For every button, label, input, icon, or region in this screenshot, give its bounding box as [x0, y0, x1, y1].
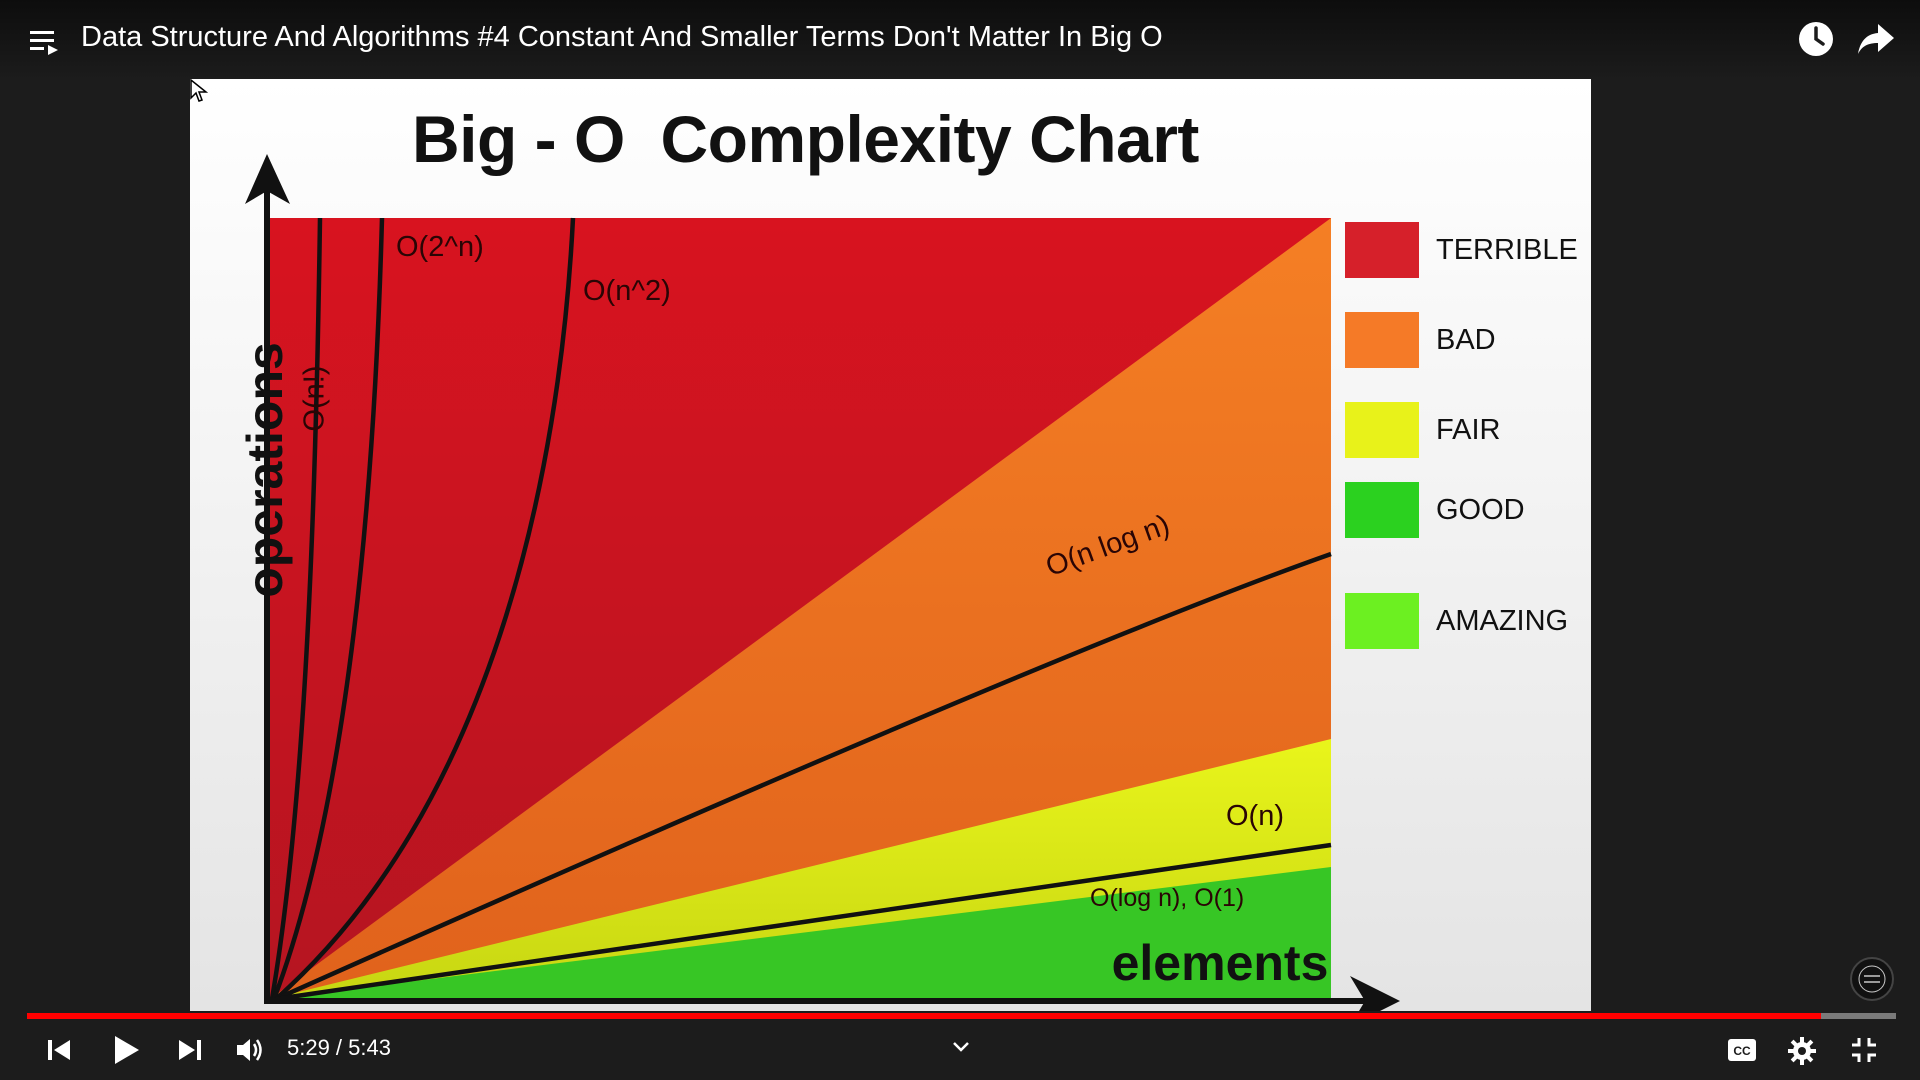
legend-label-good: GOOD [1436, 494, 1525, 526]
channel-watermark-icon[interactable] [1850, 957, 1894, 1001]
progress-bar[interactable] [27, 1013, 1896, 1019]
curve-quadratic [274, 217, 576, 1001]
settings-icon[interactable] [1787, 1036, 1817, 1066]
curve-nlogn [275, 551, 1332, 1002]
volume-icon[interactable] [235, 1036, 265, 1064]
video-frame[interactable]: Big - O Complexity Chart operations elem… [190, 79, 1591, 1011]
svg-text:CC: CC [1733, 1044, 1751, 1058]
chevron-down-icon[interactable] [951, 1040, 971, 1054]
legend-swatch-terrible [1345, 222, 1419, 278]
legend-item-terrible: TERRIBLE [1345, 222, 1591, 278]
clock-icon[interactable] [1797, 20, 1835, 58]
legend-label-bad: BAD [1436, 324, 1496, 356]
menu-icon[interactable] [28, 26, 60, 58]
legend-swatch-bad [1345, 312, 1419, 368]
captions-icon[interactable]: CC [1727, 1038, 1757, 1062]
chart-title: Big - O Complexity Chart [412, 102, 1199, 176]
legend-item-good: GOOD [1345, 482, 1591, 538]
time-display: 5:29 / 5:43 [287, 1035, 391, 1060]
legend-item-fair: FAIR [1345, 402, 1591, 458]
video-title[interactable]: Data Structure And Algorithms #4 Constan… [81, 21, 1163, 53]
curve-label-quadratic: O(n^2) [583, 275, 671, 307]
chart-plot [190, 79, 1591, 1011]
curve-linear [275, 842, 1332, 1002]
play-icon[interactable] [111, 1034, 141, 1066]
legend-swatch-good [1345, 482, 1419, 538]
curve-exponential [271, 217, 385, 1000]
channel-logo-icon [1858, 965, 1886, 993]
curve-label-exponential: O(2^n) [396, 231, 484, 263]
legend-label-amazing: AMAZING [1436, 605, 1569, 637]
video-top-bar: Data Structure And Algorithms #4 Constan… [0, 0, 1920, 80]
legend-item-amazing: AMAZING [1345, 593, 1591, 649]
legend-swatch-amazing [1345, 593, 1419, 649]
mouse-cursor-icon [190, 79, 208, 102]
y-axis-arrow [245, 154, 290, 204]
next-icon[interactable] [177, 1038, 203, 1062]
exit-fullscreen-icon[interactable] [1850, 1036, 1878, 1064]
curve-label-linear: O(n) [1226, 800, 1284, 832]
legend-label-terrible: TERRIBLE [1436, 234, 1578, 266]
legend-swatch-fair [1345, 402, 1419, 458]
y-axis-label: operations [237, 342, 293, 598]
curve-label-log-const: O(log n), O(1) [1090, 884, 1245, 912]
x-axis-label: elements [1111, 935, 1329, 991]
curve-factorial [269, 217, 323, 1000]
share-icon[interactable] [1856, 20, 1896, 58]
legend-item-bad: BAD [1345, 312, 1591, 368]
region-bad [270, 218, 1331, 999]
previous-icon[interactable] [46, 1038, 72, 1062]
progress-played [27, 1013, 1822, 1019]
x-axis-arrow [1350, 976, 1400, 1011]
legend-label-fair: FAIR [1436, 414, 1501, 446]
curve-label-factorial: O(n!) [298, 365, 331, 432]
region-good [270, 867, 1331, 999]
